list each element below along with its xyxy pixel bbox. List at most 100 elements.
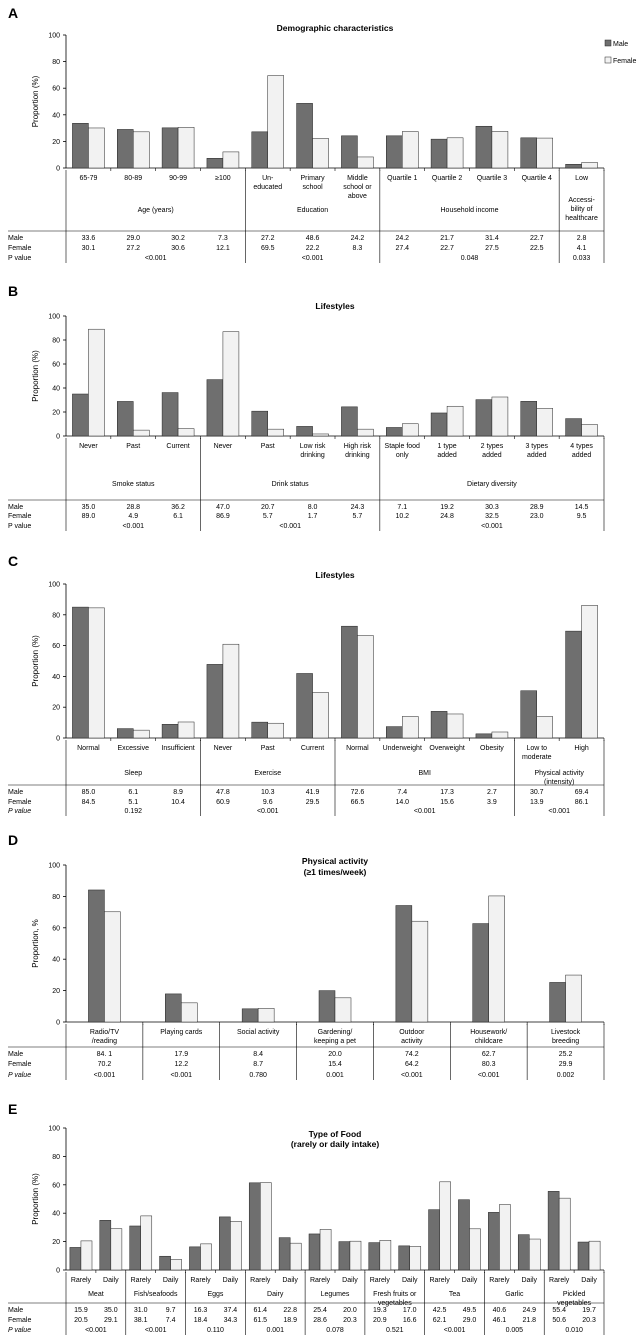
panel-letter: B: [8, 283, 18, 299]
value-male: 31.0: [134, 1307, 148, 1314]
value-male: 17.9: [174, 1051, 188, 1058]
value-male: 20.0: [328, 1051, 342, 1058]
bar-male: [161, 127, 179, 169]
category-label: breeding: [552, 1038, 579, 1045]
p-value: <0.001: [85, 1327, 107, 1334]
value-female: 61.5: [253, 1317, 267, 1324]
value-male: 7.3: [218, 235, 228, 242]
category-label: 65-79: [79, 175, 97, 182]
group-label: (intensity): [544, 779, 574, 786]
category-label: Current: [301, 745, 324, 752]
value-male: 16.3: [194, 1307, 208, 1314]
value-female: 8.3: [353, 245, 363, 252]
group-label: Fish/seafoods: [134, 1291, 178, 1298]
category-label: Quartile 1: [387, 175, 417, 182]
row-label-pvalue: P value: [8, 1327, 31, 1334]
category-label: 3 types: [525, 443, 548, 450]
category-label: Rarely: [489, 1277, 510, 1284]
value-female: 15.4: [328, 1061, 342, 1068]
bar-male: [72, 123, 89, 169]
value-male: 8.0: [308, 504, 318, 511]
bar-female: [267, 428, 284, 437]
group-label: bility of: [571, 206, 593, 213]
category-label: Overweight: [429, 745, 464, 752]
value-female: 22.5: [530, 245, 544, 252]
y-tick-label: 100: [48, 314, 60, 321]
category-label: Low to: [526, 745, 547, 752]
value-male: 2.8: [577, 235, 587, 242]
value-male: 9.7: [166, 1307, 176, 1314]
category-label: school: [302, 184, 323, 191]
bar-female: [491, 396, 509, 437]
bar-male: [517, 1234, 530, 1271]
category-label: Rarely: [370, 1277, 391, 1284]
bar-female: [402, 131, 419, 169]
bar-male: [72, 606, 89, 739]
value-male: 22.8: [283, 1307, 297, 1314]
category-label: Past: [261, 443, 275, 450]
value-female: 3.9: [487, 799, 497, 806]
bar-female: [170, 1259, 182, 1271]
value-male: 27.2: [261, 235, 275, 242]
bar-female: [222, 643, 240, 739]
value-female: 6.1: [173, 513, 183, 520]
bar-male: [99, 1220, 112, 1271]
y-tick-label: 80: [52, 894, 60, 901]
y-tick-label: 100: [48, 863, 60, 870]
bar-female: [267, 75, 284, 169]
y-tick-label: 100: [48, 33, 60, 40]
category-label: Daily: [521, 1277, 537, 1284]
bar-female: [588, 1240, 601, 1271]
category-label: 1 type: [438, 443, 457, 450]
p-value: <0.001: [414, 808, 436, 815]
value-female: 89.0: [82, 513, 96, 520]
bar-male: [88, 889, 105, 1023]
value-male: 49.5: [463, 1307, 477, 1314]
value-male: 15.9: [74, 1307, 88, 1314]
p-value: 0.002: [557, 1072, 575, 1079]
bar-male: [475, 733, 493, 739]
group-label: vegetables: [378, 1300, 412, 1307]
row-label-pvalue: P value: [8, 1072, 31, 1079]
p-value: <0.001: [279, 523, 301, 530]
value-male: 84. 1: [97, 1051, 113, 1058]
category-label: /reading: [92, 1038, 117, 1045]
value-female: 7.4: [166, 1317, 176, 1324]
y-tick-label: 20: [52, 705, 60, 712]
y-tick-label: 20: [52, 410, 60, 417]
category-label: Rarely: [190, 1277, 211, 1284]
category-label: Low risk: [300, 443, 326, 450]
bar-male: [430, 412, 448, 437]
bar-male: [241, 1008, 259, 1023]
bar-female: [222, 331, 240, 437]
p-value: 0.110: [207, 1327, 224, 1334]
value-female: 14.0: [395, 799, 409, 806]
bar-female: [536, 137, 553, 169]
category-label: Normal: [346, 745, 369, 752]
value-male: 61.4: [253, 1307, 267, 1314]
bar-female: [491, 131, 509, 169]
chart-title: Lifestyles: [315, 301, 354, 311]
value-female: 10.4: [171, 799, 185, 806]
bar-female: [260, 1182, 272, 1271]
value-female: 86.9: [216, 513, 230, 520]
y-tick-label: 60: [52, 1182, 60, 1189]
value-male: 37.4: [224, 1307, 238, 1314]
category-label: added: [572, 452, 592, 459]
bar-female: [536, 716, 553, 739]
legend-swatch-male: [604, 39, 612, 47]
y-tick-label: 0: [56, 434, 60, 441]
value-female: 27.5: [485, 245, 499, 252]
y-tick-label: 0: [56, 1020, 60, 1027]
row-label-pvalue: P value: [8, 808, 31, 815]
category-label: Middle: [347, 175, 368, 182]
bar-male: [341, 406, 358, 437]
value-male: 85.0: [82, 789, 96, 796]
value-female: 27.2: [126, 245, 140, 252]
value-male: 21.7: [440, 235, 454, 242]
p-value: <0.001: [548, 808, 570, 815]
value-male: 48.6: [306, 235, 320, 242]
y-tick-label: 0: [56, 166, 60, 173]
category-label: Playing cards: [160, 1029, 203, 1036]
value-female: 4.9: [128, 513, 138, 520]
